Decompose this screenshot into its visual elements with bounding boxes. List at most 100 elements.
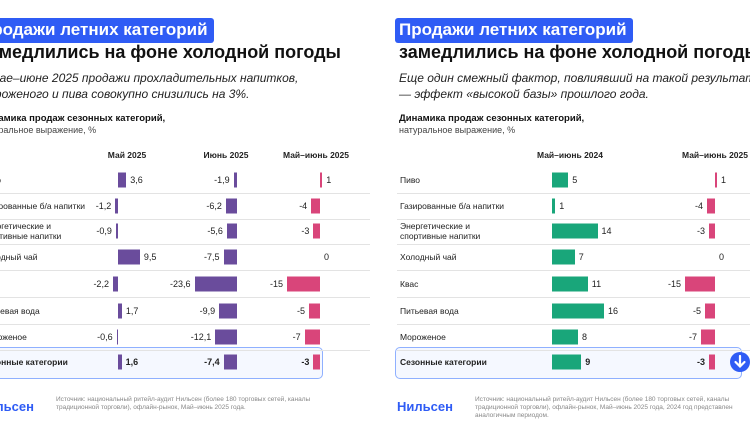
title-badge: Продажи летних категорий [0, 18, 214, 43]
bar [225, 198, 237, 214]
value-label: -0,6 [97, 332, 113, 342]
value-label: 1 [326, 175, 332, 185]
bar [552, 303, 604, 319]
bar [311, 198, 320, 214]
column-header: Май–июнь 2025 [283, 150, 349, 160]
value-label: -5 [296, 306, 305, 316]
row-separator [397, 244, 750, 245]
value-label: -7,5 [203, 252, 220, 262]
subtitle: В мае–июне 2025 продажи прохладительных … [0, 71, 299, 101]
row-label: Сезонные категории [400, 357, 487, 367]
slide: Продажи летних категорий замедлились на ф… [395, 0, 750, 430]
bar [116, 329, 118, 345]
row-label: Холодный чай [0, 252, 38, 262]
row-label: Энергетические и спортивные напитки [0, 221, 62, 241]
slide-clip: Продажи летних категорий замедлились на ф… [378, 0, 750, 430]
chart-title: Динамика продаж сезонных категорий, [399, 113, 585, 124]
value-label: 1 [721, 175, 727, 185]
bar [112, 276, 118, 292]
value-label: 9 [585, 357, 591, 367]
value-label: -15 [667, 279, 681, 289]
value-label: -9,9 [199, 306, 216, 316]
value-label: -7 [688, 332, 697, 342]
row-label: Пиво [0, 175, 89, 185]
row-separator [0, 324, 370, 325]
row-label: Мороженое [0, 332, 27, 342]
bar [552, 354, 582, 370]
title: замедлились на фоне холодной погоды [0, 42, 341, 62]
row-separator [0, 219, 370, 220]
source-note: Источник: национальный ритейл-аудит Ниль… [56, 396, 311, 411]
bar [226, 223, 237, 239]
bar [115, 223, 118, 239]
bar [709, 354, 715, 370]
row-label: Мороженое [400, 332, 446, 342]
value-label: -6,2 [206, 201, 222, 211]
value-label: 3,6 [130, 175, 143, 185]
column-header: Июнь 2025 [203, 150, 249, 160]
bar [715, 172, 717, 188]
value-label: -3 [696, 226, 705, 236]
value-label: -3 [696, 357, 705, 367]
value-label: -5,6 [207, 226, 223, 236]
value-label: -0,9 [96, 226, 112, 236]
value-label: 5 [572, 175, 578, 185]
value-label: 1,6 [125, 357, 139, 367]
down-arrow-icon [730, 352, 750, 372]
bar [223, 249, 237, 265]
bar [219, 303, 237, 319]
row-label: Газированные б/а напитки [400, 201, 505, 211]
bar [552, 249, 575, 265]
bar [223, 354, 237, 370]
row-label: Газированные б/а напитки [0, 201, 86, 211]
row-label: Питьевая вода [0, 306, 40, 316]
value-label: 14 [601, 226, 612, 236]
row-label: Квас [400, 279, 419, 289]
value-label: -3 [301, 226, 310, 236]
row-label: Пиво [400, 175, 421, 185]
subtitle: Еще один смежный фактор, повлиявший на т… [399, 71, 750, 101]
row-label: Сезонные категории [0, 357, 68, 367]
bar [115, 198, 118, 214]
value-label: 11 [591, 279, 602, 289]
bar [118, 354, 122, 370]
value-label: -1,2 [95, 201, 112, 211]
value-label: 8 [582, 332, 588, 342]
value-label: -7,4 [204, 357, 220, 367]
row-separator [397, 350, 750, 351]
slide-clip: Продажи летних категорий замедлились на ф… [0, 0, 370, 430]
value-label: -7 [292, 332, 301, 342]
value-label: -23,6 [170, 279, 191, 289]
value-label: -2,2 [93, 279, 109, 289]
column-header: Май–июнь 2024 [537, 150, 603, 160]
bar [552, 223, 598, 239]
bar [309, 303, 320, 319]
value-label: -3 [301, 357, 310, 367]
bar [304, 329, 320, 345]
value-label: -4 [299, 201, 308, 211]
value-label: 0 [719, 252, 725, 262]
bar [705, 303, 715, 319]
row-separator [397, 193, 750, 194]
row-separator [0, 193, 370, 194]
bar [685, 276, 715, 292]
value-label: 9,5 [143, 252, 157, 262]
row-label: Энергетические и спортивные напитки [400, 221, 481, 241]
row-separator [397, 270, 750, 271]
bar [313, 354, 320, 370]
value-label: 1 [559, 201, 565, 211]
value-label: 16 [608, 306, 619, 316]
bar [287, 276, 320, 292]
row-label: Питьевая вода [400, 306, 459, 316]
bar [552, 172, 569, 188]
bar [701, 329, 715, 345]
column-header: Май–июнь 2025 [682, 150, 748, 160]
bar [320, 172, 323, 188]
highlight-row [0, 347, 323, 379]
value-label: -4 [694, 201, 703, 211]
title: замедлились на фоне холодной погоды [399, 42, 750, 62]
row-separator [0, 244, 370, 245]
bar [194, 276, 237, 292]
bar [215, 329, 237, 345]
